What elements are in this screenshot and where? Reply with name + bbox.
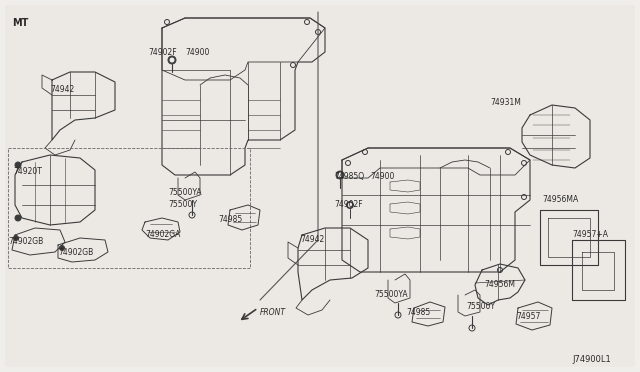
Circle shape — [13, 235, 19, 241]
Text: 75500YA: 75500YA — [168, 188, 202, 197]
Text: 74902GB: 74902GB — [58, 248, 93, 257]
Text: 74957+A: 74957+A — [572, 230, 608, 239]
Text: MT: MT — [12, 18, 28, 28]
Text: 74985: 74985 — [218, 215, 243, 224]
Text: J74900L1: J74900L1 — [572, 355, 611, 364]
Text: 74902F: 74902F — [334, 200, 363, 209]
Text: 74942: 74942 — [300, 235, 324, 244]
Text: FRONT: FRONT — [260, 308, 286, 317]
Circle shape — [348, 203, 352, 207]
Text: 74956M: 74956M — [484, 280, 515, 289]
Text: 74985: 74985 — [406, 308, 430, 317]
Text: 74900: 74900 — [185, 48, 209, 57]
Text: 74985Q: 74985Q — [334, 172, 364, 181]
Text: 75500Y: 75500Y — [466, 302, 495, 311]
Text: 74902F: 74902F — [148, 48, 177, 57]
Text: 74942: 74942 — [50, 85, 74, 94]
Circle shape — [338, 173, 342, 177]
Text: 74957: 74957 — [516, 312, 540, 321]
Text: 74900: 74900 — [370, 172, 394, 181]
Circle shape — [168, 56, 176, 64]
Circle shape — [15, 215, 21, 221]
Circle shape — [346, 202, 353, 208]
Circle shape — [15, 162, 21, 168]
Text: 75500YA: 75500YA — [374, 290, 408, 299]
Text: 74920T: 74920T — [13, 167, 42, 176]
FancyBboxPatch shape — [5, 5, 635, 367]
Circle shape — [170, 58, 174, 62]
Text: 74931M: 74931M — [490, 98, 521, 107]
Circle shape — [60, 246, 65, 250]
Circle shape — [336, 171, 344, 179]
Text: 74956MA: 74956MA — [542, 195, 579, 204]
Text: 74902GA: 74902GA — [145, 230, 180, 239]
Text: 75500Y: 75500Y — [168, 200, 197, 209]
Text: 74902GB: 74902GB — [8, 237, 44, 246]
